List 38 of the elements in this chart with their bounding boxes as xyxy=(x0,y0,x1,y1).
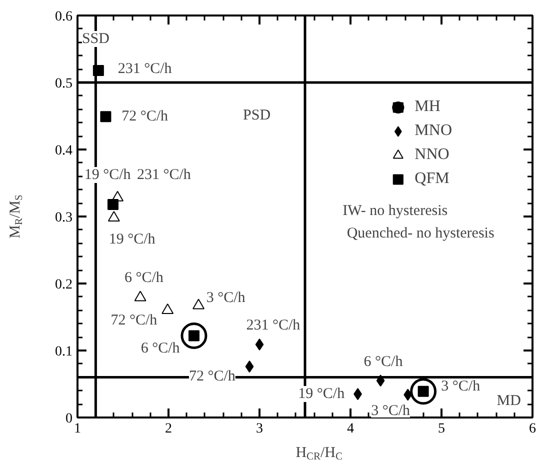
annotation: PSD xyxy=(243,107,271,124)
legend-label: MH xyxy=(414,98,440,116)
y-axis-title: MR/MS xyxy=(8,194,25,238)
y-tick-label: 0.4 xyxy=(55,144,72,158)
annotation: 19 °C/h xyxy=(108,231,156,248)
annotation: 72 °C/h xyxy=(188,368,236,385)
annotation: MD xyxy=(496,392,522,409)
y-tick-label: 0 xyxy=(66,412,72,426)
legend-label: NNO xyxy=(414,146,450,164)
y-tick-label: 0.3 xyxy=(55,210,72,226)
annotation: 231 °C/h xyxy=(246,318,301,334)
annotation: 231 °C/h xyxy=(118,61,172,78)
annotation: 72 °C/h xyxy=(110,312,158,328)
x-tick-label: 1 xyxy=(74,422,81,436)
annotation: 72 °C/h xyxy=(122,108,169,125)
y-tick-label: 0.5 xyxy=(55,76,72,92)
y-tick-label: 0.2 xyxy=(55,278,72,292)
legend-label: QFM xyxy=(414,170,450,188)
annotation: 3 °C/h xyxy=(441,378,481,395)
annotation: 6 °C/h xyxy=(364,354,404,370)
annotation: 3 °C/h xyxy=(371,402,410,419)
x-tick-label: 3 xyxy=(256,422,263,436)
annotation: SSD xyxy=(82,30,110,47)
x-tick-label: 6 xyxy=(529,422,536,436)
annotation: IW- no hysteresis xyxy=(342,203,448,220)
x-tick-label: 4 xyxy=(347,422,354,436)
x-tick-label: 2 xyxy=(165,422,172,436)
y-tick-label: 0.1 xyxy=(55,344,72,360)
y-tick-label: 0.6 xyxy=(55,10,72,24)
annotation: Quenched- no hysteresis xyxy=(346,225,494,242)
annotation: 19 °C/h xyxy=(298,386,346,402)
x-tick-label: 5 xyxy=(438,422,445,436)
annotation: 6 °C/h xyxy=(140,340,180,356)
legend-label: MNO xyxy=(414,122,452,140)
annotation: 6 °C/h xyxy=(124,270,164,286)
annotation: 19 °C/h xyxy=(84,166,132,183)
annotation: 3 °C/h xyxy=(206,290,246,306)
annotation: 231 °C/h xyxy=(136,166,192,183)
